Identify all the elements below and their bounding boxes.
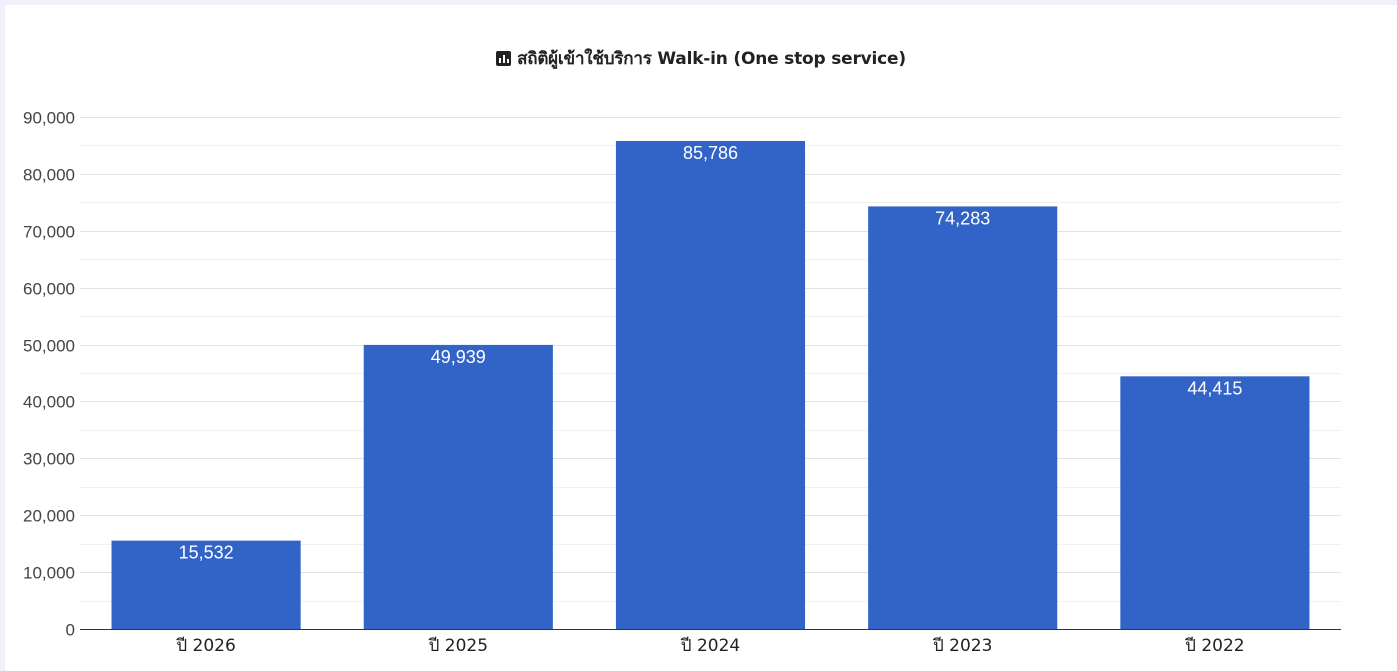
- data-label: 49,939: [431, 347, 486, 367]
- bar[interactable]: [111, 540, 301, 629]
- x-tick-label: ปี 2024: [680, 636, 740, 656]
- y-tick-label: 80,000: [23, 166, 75, 185]
- bar[interactable]: [615, 140, 806, 630]
- bar[interactable]: [868, 206, 1058, 629]
- y-tick-label: 0: [66, 621, 75, 640]
- y-tick-label: 30,000: [23, 450, 75, 469]
- bar-chart-icon: [496, 51, 512, 66]
- bar-chart: 0 10,000 20,000 30,000 40,000 50,000 60,000 70,…: [23, 109, 1341, 656]
- bar[interactable]: [1120, 376, 1310, 629]
- x-tick-label: ปี 2026: [175, 636, 235, 656]
- data-label: 15,532: [179, 543, 234, 563]
- x-tick-label: ปี 2025: [428, 636, 488, 656]
- data-label: 85,786: [683, 143, 738, 163]
- y-tick-label: 70,000: [23, 223, 75, 242]
- chart-card: สถิติผู้เข้าใช้บริการ Walk-in (One stop …: [5, 5, 1397, 671]
- y-tick-label: 50,000: [23, 337, 75, 356]
- x-tick-label: ปี 2023: [932, 636, 992, 656]
- chart-title: สถิติผู้เข้าใช้บริการ Walk-in (One stop …: [5, 45, 1397, 72]
- y-tick-label: 60,000: [23, 280, 75, 299]
- data-label: 44,415: [1187, 378, 1242, 398]
- y-tick-label: 20,000: [23, 507, 75, 526]
- data-label: 74,283: [935, 208, 990, 228]
- chart-title-text: สถิติผู้เข้าใช้บริการ Walk-in (One stop …: [517, 49, 906, 69]
- y-tick-label: 40,000: [23, 393, 75, 412]
- x-tick-label: ปี 2022: [1184, 636, 1244, 656]
- y-tick-label: 90,000: [23, 109, 75, 128]
- bar[interactable]: [363, 344, 553, 629]
- y-tick-label: 10,000: [23, 564, 75, 583]
